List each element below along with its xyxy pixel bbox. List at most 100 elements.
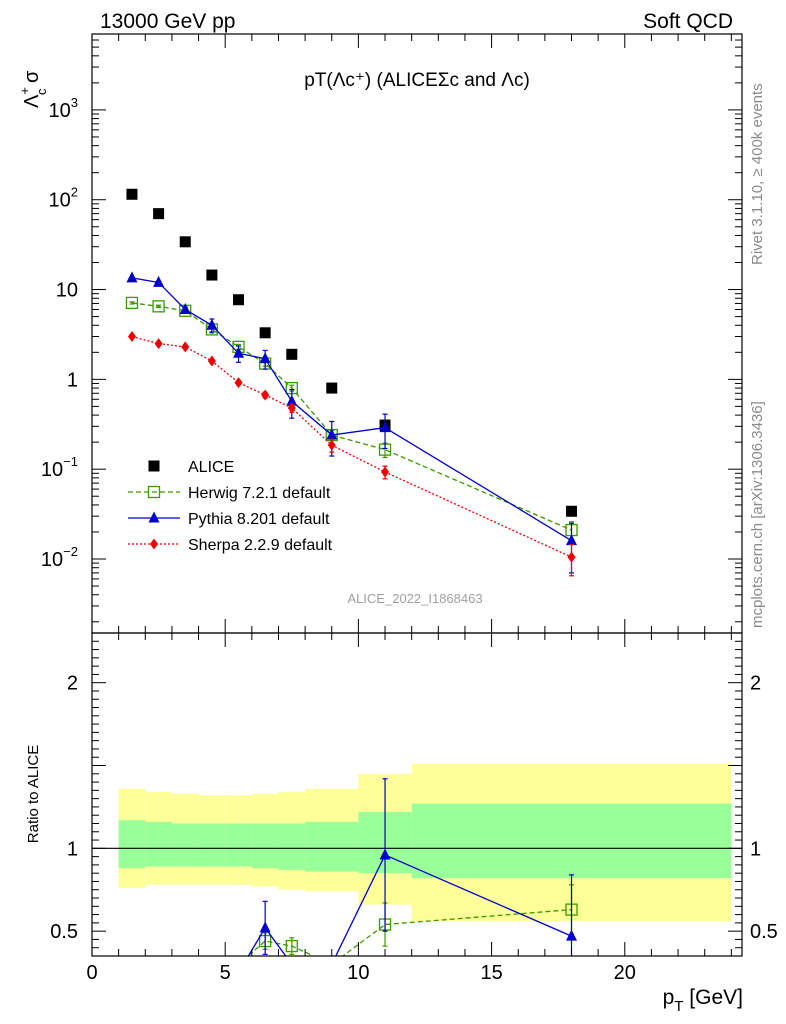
- y-tick-label: 10−1: [41, 454, 78, 481]
- ratio-series-2-point: [235, 989, 243, 1000]
- ratio-uncertainty-bands: [118, 763, 732, 922]
- ratio-series-0-point: [206, 967, 217, 978]
- ratio-series-2-point: [261, 975, 269, 986]
- x-tick-label: 20: [614, 962, 636, 984]
- ratio-series-2-point: [181, 997, 189, 1008]
- main-series-1-point: [125, 296, 139, 310]
- header-left: 13000 GeV pp: [100, 10, 235, 33]
- x-tick-label: 0: [86, 962, 97, 984]
- ratio-y-tick-label-right: 1: [750, 838, 761, 860]
- y-tick-label: 1: [67, 369, 78, 391]
- legend-label: Sherpa 2.2.9 default: [188, 537, 333, 554]
- ratio-frame: [91, 632, 743, 957]
- ratio-y-tick-label-right: 2: [750, 673, 761, 695]
- main-series-3-line: [131, 335, 572, 558]
- main-series-3-point: [327, 439, 336, 451]
- legend-label: Pythia 8.201 default: [188, 511, 330, 528]
- y-tick-label: 103: [49, 95, 78, 122]
- main-series-3-point: [181, 341, 190, 353]
- ratio-series-2-point: [381, 959, 389, 970]
- main-axes: 10−2 10−1 1 10 102 103: [41, 33, 742, 633]
- x-tick-label: 5: [220, 962, 231, 984]
- main-series-1-error-bar: [156, 304, 162, 309]
- y-axis-label-main: Λ+ c σ: [17, 70, 49, 108]
- main-series-0-point: [326, 382, 338, 394]
- ratio-band-inner: [251, 823, 279, 869]
- main-series-1-line: [131, 302, 572, 531]
- ratio-y-tick-label: 2: [67, 673, 78, 695]
- ratio-series-1-point: [379, 848, 391, 860]
- ratio-band-inner: [411, 803, 732, 879]
- legend-marker: [147, 485, 161, 499]
- ratio-band-inner: [145, 821, 172, 867]
- x-axis-label-p: p: [663, 986, 675, 1009]
- mcplots-label: mcplots.cern.ch [arXiv:1306.3436]: [749, 401, 766, 628]
- ratio-axes: 0 5 10 15 20 0.5 0.5 1 1 2 2: [50, 632, 778, 984]
- legend-item: Pythia 8.201 default: [128, 511, 330, 528]
- analysis-watermark: ALICE_2022_I1868463: [347, 591, 482, 606]
- main-series-3-point: [567, 551, 576, 563]
- ratio-series-0-point: [126, 998, 137, 1009]
- main-series-2-point: [233, 346, 245, 358]
- main-series-2-point: [379, 421, 391, 433]
- rivet-label: Rivet 3.1.10, ≥ 400k events: [749, 83, 766, 265]
- ratio-series-2-point: [155, 1003, 163, 1014]
- main-series-3-point: [127, 331, 136, 343]
- x-axis-label: pT [GeV]: [663, 986, 743, 1015]
- main-series-2-point: [179, 302, 191, 314]
- ratio-series-1-point: [180, 978, 191, 989]
- ratio-series-0-point: [285, 939, 298, 953]
- main-series-2-point: [126, 271, 138, 283]
- ratio-series-1-point: [233, 966, 244, 977]
- legend-item: ALICE: [148, 459, 234, 476]
- legend-marker: [150, 538, 158, 550]
- ratio-series-1-point: [286, 958, 297, 969]
- main-series-0-point: [153, 208, 165, 220]
- main-series-2-point: [326, 428, 338, 440]
- legend-item: Herwig 7.2.1 default: [128, 485, 331, 502]
- x-axis-label-sub: T: [674, 998, 683, 1015]
- main-series-0-point: [233, 294, 245, 306]
- main-series-3-point: [261, 389, 270, 401]
- ratio-series-1-point: [153, 979, 164, 990]
- main-series-2-point: [566, 534, 578, 546]
- ratio-y-tick-label: 0.5: [50, 921, 78, 943]
- legend-marker: [148, 511, 160, 523]
- ratio-series-2-point: [288, 967, 296, 978]
- main-series-2-point: [286, 394, 298, 406]
- main-series-0-point: [566, 505, 578, 517]
- ratio-series-2-point: [568, 957, 576, 968]
- ratio-y-tick-label: 1: [67, 838, 78, 860]
- main-series-2-point: [206, 318, 218, 330]
- y-axis-label-ratio: Ratio to ALICE: [25, 745, 42, 843]
- ratio-band-inner: [118, 820, 146, 869]
- y-axis-label-tail: σ: [21, 70, 43, 89]
- y-axis-label-symbol: Λ: [21, 94, 43, 108]
- main-series-0-point: [206, 269, 218, 281]
- x-axis-label-tail: [GeV]: [683, 986, 743, 1009]
- main-series-0-point: [286, 348, 298, 360]
- main-series-2-point: [153, 275, 165, 287]
- ratio-band-inner: [305, 821, 359, 872]
- ratio-series-0-error-bar: [329, 955, 335, 956]
- y-tick-label: 10−2: [41, 544, 78, 571]
- ratio-band-inner: [171, 823, 199, 867]
- main-series-3-point: [154, 338, 163, 350]
- ratio-y-tick-label-right: 0.5: [750, 921, 778, 943]
- ratio-series-2-point: [328, 970, 336, 981]
- y-axis-label-sup: +: [17, 87, 32, 95]
- x-tick-label: 15: [480, 962, 502, 984]
- ratio-band-inner: [198, 823, 226, 867]
- plot-title: pT(Λc⁺) (ALICEΣc and Λc): [304, 70, 530, 91]
- main-series-1-point: [152, 300, 165, 313]
- legend: ALICE Herwig 7.2.1 default Pythia 8.201 de…: [128, 459, 333, 554]
- main-series-3-point: [234, 377, 243, 389]
- main-series-3-point: [207, 355, 216, 367]
- ratio-series-0-point: [326, 959, 337, 970]
- ratio-series-1-point: [566, 929, 578, 941]
- legend-label: Herwig 7.2.1 default: [188, 485, 331, 502]
- main-series-3-point: [381, 466, 390, 478]
- svg-text:Λ+c σ: Λ+ c σ: [17, 70, 49, 108]
- ratio-series-1-point: [126, 988, 137, 999]
